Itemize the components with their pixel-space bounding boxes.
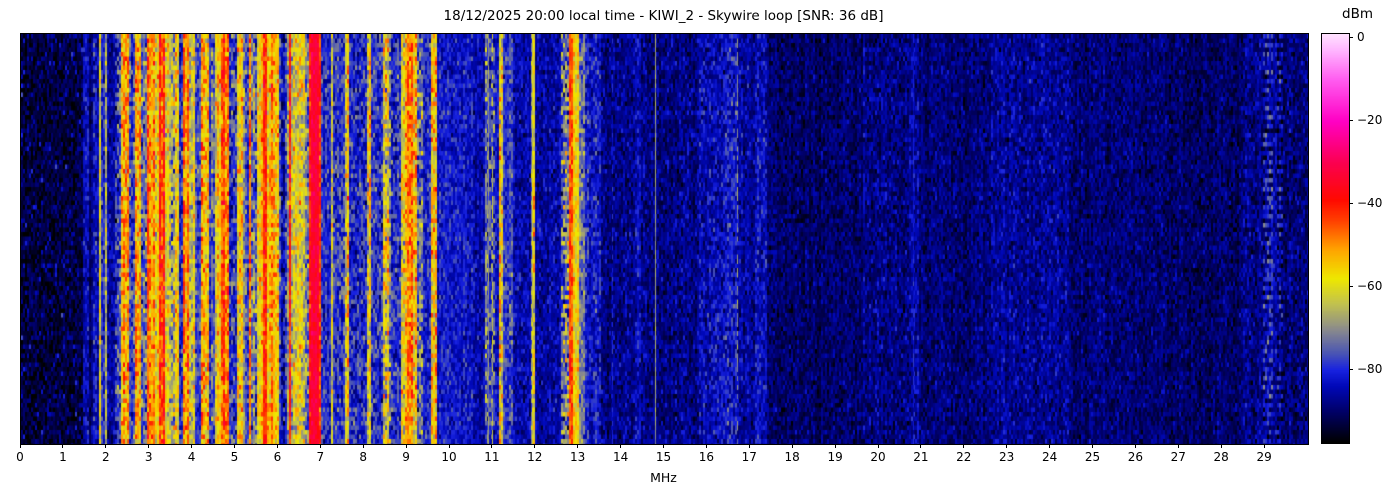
x-tick-label: 7: [316, 450, 325, 464]
x-tick-mark: [105, 444, 107, 448]
x-tick-mark: [748, 444, 750, 448]
x-tick-mark: [234, 444, 235, 448]
x-tick-label: 17: [741, 450, 757, 464]
x-tick-mark: [877, 444, 879, 448]
x-tick-label: 26: [1127, 450, 1144, 464]
x-tick-label: 28: [1213, 450, 1229, 464]
x-tick-label: 5: [230, 450, 239, 464]
x-tick-label: 14: [612, 450, 629, 464]
x-tick-mark: [62, 444, 64, 448]
x-tick-label: 27: [1170, 450, 1186, 464]
x-tick-mark: [663, 444, 664, 448]
x-tick-label: 8: [359, 450, 367, 464]
x-tick-label: 22: [956, 450, 972, 464]
x-tick-label: 3: [144, 450, 153, 464]
x-tick-mark: [448, 444, 450, 448]
x-tick-mark: [1049, 444, 1051, 448]
x-tick-label: 2: [101, 450, 110, 464]
x-tick-mark: [834, 444, 836, 448]
colorbar-tick-mark: [1349, 285, 1353, 287]
colorbar-tick-mark: [1349, 36, 1353, 38]
x-tick-label: 1: [59, 450, 67, 464]
x-tick-mark: [534, 444, 536, 448]
x-tick-mark: [191, 444, 193, 448]
x-tick-label: 19: [827, 450, 843, 464]
colorbar-ticks: 0 −20 −40 −60 −80: [1349, 30, 1399, 443]
x-tick-mark: [705, 444, 707, 448]
x-tick-label: 24: [1041, 450, 1058, 464]
x-axis-label: MHz: [650, 470, 677, 485]
x-tick-label: 18: [784, 450, 800, 464]
x-tick-label: 4: [187, 450, 196, 464]
plot-area: [20, 33, 1309, 445]
x-tick-mark: [1177, 444, 1179, 448]
colorbar-tick-label: −60: [1357, 279, 1383, 294]
x-tick-label: 23: [999, 450, 1015, 464]
colorbar-tick-label: −80: [1357, 362, 1383, 377]
colorbar-unit-label: dBm: [1342, 6, 1373, 22]
x-tick-mark: [362, 444, 364, 448]
x-tick-mark: [791, 444, 793, 448]
colorbar-tick-label: −20: [1357, 113, 1383, 128]
colorbar-tick-label: 0: [1357, 30, 1365, 45]
x-tick-mark: [920, 444, 922, 448]
x-tick-mark: [19, 444, 21, 448]
x-tick-label: 15: [655, 450, 672, 464]
spectrogram-heatmap-canvas: [21, 34, 1308, 444]
x-tick-mark: [963, 444, 965, 448]
x-tick-label: 13: [570, 450, 586, 464]
colorbar-gradient-canvas: [1322, 34, 1349, 443]
x-tick-mark: [577, 444, 579, 448]
x-tick-label: 6: [273, 450, 282, 464]
x-tick-mark: [1220, 444, 1222, 448]
colorbar-tick-label: −40: [1357, 196, 1383, 211]
x-tick-label: 25: [1084, 450, 1101, 464]
x-tick-mark: [148, 444, 150, 448]
colorbar-tick-mark: [1349, 119, 1353, 121]
x-tick-mark: [276, 444, 278, 448]
x-tick-label: 16: [698, 450, 715, 464]
x-tick-label: 9: [402, 450, 410, 464]
colorbar-tick-mark: [1349, 202, 1353, 204]
x-tick-label: 20: [870, 450, 886, 464]
x-tick-mark: [1006, 444, 1008, 448]
x-tick-mark: [1092, 444, 1093, 448]
x-tick-mark: [1134, 444, 1136, 448]
x-tick-label: 21: [913, 450, 929, 464]
x-tick-label: 10: [441, 450, 457, 464]
x-tick-label: 0: [16, 450, 24, 464]
x-tick-label: 11: [484, 450, 500, 464]
colorbar: [1321, 33, 1350, 444]
x-axis-ticks: 0 1 2 3 4 5 6 7 8 9 10 11 12 13 14 15 16 17 18 19 20 21 22 23 24…: [16, 444, 1308, 468]
chart-title: 18/12/2025 20:00 local time - KIWI_2 - S…: [443, 8, 884, 24]
x-tick-mark: [620, 444, 622, 448]
colorbar-tick-mark: [1349, 368, 1353, 370]
x-tick-mark: [405, 444, 407, 448]
x-tick-mark: [319, 444, 321, 448]
x-tick-mark: [491, 444, 493, 448]
x-tick-label: 12: [527, 450, 543, 464]
x-tick-mark: [1263, 444, 1265, 448]
x-tick-label: 29: [1256, 450, 1272, 464]
